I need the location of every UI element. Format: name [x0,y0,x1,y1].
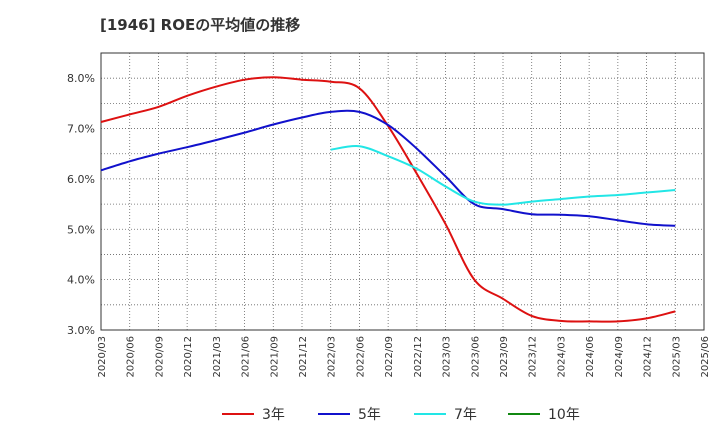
x-tick-label: 2020/12 [183,336,194,378]
x-tick-label: 2024/06 [585,336,596,378]
plot-frame [100,52,705,331]
y-tick-label: 4.0% [67,274,95,287]
x-tick-label: 2022/06 [355,336,366,378]
plot-background [101,53,704,330]
x-tick-label: 2021/09 [269,336,280,378]
y-tick-label: 8.0% [67,72,95,85]
x-tick-label: 2023/09 [499,336,510,378]
legend-label: 3年 [262,407,285,423]
y-tick-label: 7.0% [67,123,95,136]
x-tick-label: 2023/06 [470,336,481,378]
chart-title: [1946] ROEの平均値の推移 [100,16,301,34]
x-tick-label: 2022/12 [413,336,424,378]
x-tick-label: 2021/03 [212,336,223,378]
x-tick-label: 2023/03 [442,336,453,378]
x-tick-label: 2025/06 [700,336,711,378]
legend-label: 5年 [358,407,381,423]
y-tick-label: 3.0% [67,324,95,337]
y-axis: 3.0% 4.0% 5.0% 6.0% 7.0% 8.0% [67,72,95,337]
legend-label: 7年 [454,407,477,423]
x-tick-label: 2022/09 [384,336,395,378]
y-tick-label: 5.0% [67,223,95,236]
x-tick-label: 2020/03 [97,336,108,378]
x-tick-label: 2021/06 [241,336,252,378]
series-line-2 [100,109,676,227]
x-tick-label: 2021/12 [298,336,309,378]
grid [101,53,704,330]
x-tick-label: 2024/09 [614,336,625,378]
x-tick-label: 2023/12 [528,336,539,378]
y-tick-label: 6.0% [67,173,95,186]
x-tick-label: 2025/03 [671,336,682,378]
x-tick-label: 2022/03 [327,336,338,378]
series-lines [100,76,676,323]
legend-label: 10年 [548,407,580,423]
series-line-3 [330,145,676,206]
x-tick-label: 2024/03 [556,336,567,378]
x-tick-label: 2024/12 [643,336,654,378]
x-tick-label: 2020/09 [154,336,165,378]
x-tick-label: 2020/06 [126,336,137,378]
x-axis: 2020/03 2020/06 2020/09 2020/12 2021/03 2021/… [97,336,711,378]
legend: 3年 5年 7年 10年 [222,407,580,423]
